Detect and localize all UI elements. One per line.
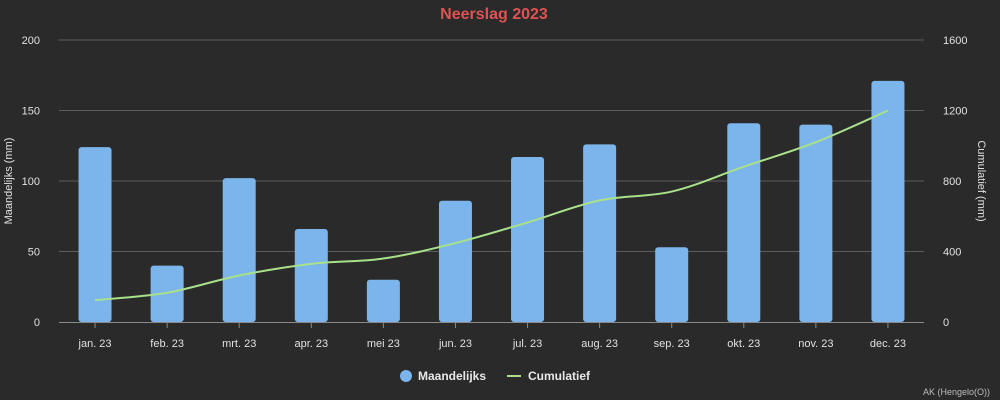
bar[interactable]	[366, 279, 400, 322]
x-tick-label: dec. 23	[870, 338, 906, 350]
legend-bar-label[interactable]: Maandelijks	[418, 369, 486, 383]
x-tick-label: aug. 23	[581, 338, 618, 350]
bar[interactable]	[799, 124, 833, 322]
bar[interactable]	[871, 80, 905, 322]
bar[interactable]	[727, 123, 761, 322]
bar[interactable]	[583, 144, 617, 322]
bar[interactable]	[222, 178, 256, 322]
chart-title: Neerslag 2023	[440, 6, 548, 23]
y-tick-label-right: 400	[943, 247, 961, 259]
legend: Maandelijks Cumulatief	[400, 369, 591, 383]
chart-credit[interactable]: AK (Hengelo(O))	[923, 387, 990, 397]
y-axis-title-right: Cumulatief (mm)	[975, 140, 987, 221]
legend-bar-marker[interactable]	[400, 370, 412, 382]
bar-series	[78, 80, 905, 322]
y-tick-label-right: 0	[943, 317, 949, 329]
grid-lines	[59, 39, 924, 252]
y-tick-label-right: 800	[943, 176, 961, 188]
x-tick-label: feb. 23	[150, 338, 184, 350]
y-tick-label-left: 200	[22, 35, 40, 47]
x-tick-label: jan. 23	[78, 338, 112, 350]
y-tick-label-right: 1600	[943, 35, 967, 47]
x-tick-label: okt. 23	[727, 338, 760, 350]
x-tick-label: mei 23	[367, 338, 400, 350]
cumulative-line[interactable]	[94, 109, 889, 302]
x-tick-label: nov. 23	[798, 338, 833, 350]
bar[interactable]	[78, 147, 112, 322]
x-tick-label: jun. 23	[438, 338, 472, 350]
x-tick-label: jul. 23	[512, 338, 542, 350]
y-tick-label-right: 1200	[943, 106, 967, 118]
bar[interactable]	[511, 157, 545, 322]
y-tick-label-left: 100	[22, 176, 40, 188]
y-tick-label-left: 150	[22, 106, 40, 118]
bar[interactable]	[150, 265, 184, 322]
axes: 0 50 100 150 200 0 400 800 1200 1600 jan. 23 feb. 2…	[22, 35, 968, 350]
x-tick-label: mrt. 23	[222, 338, 256, 350]
x-tick-label: apr. 23	[294, 338, 328, 350]
y-tick-label-left: 50	[28, 247, 40, 259]
bar[interactable]	[438, 200, 472, 322]
x-tick-label: sep. 23	[654, 338, 690, 350]
legend-line-label[interactable]: Cumulatief	[528, 369, 591, 383]
y-tick-label-left: 0	[34, 317, 40, 329]
bar[interactable]	[655, 247, 689, 322]
line-series	[94, 109, 889, 302]
bar[interactable]	[294, 228, 328, 322]
y-axis-title-left: Maandelijks (mm)	[3, 138, 15, 225]
